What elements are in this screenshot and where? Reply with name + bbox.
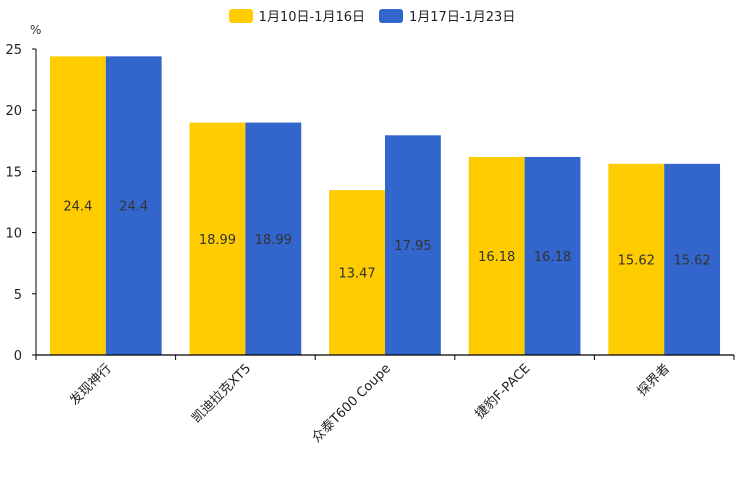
legend-item-series-1[interactable]: 1月10日-1月16日 [228,6,365,25]
bar [608,163,665,355]
legend-label-series-1: 1月10日-1月16日 [258,10,365,25]
x-tick-label: 凯迪拉克XT5 [189,361,254,426]
y-tick-label: 20 [5,104,22,119]
data-label: 18.99 [255,233,292,248]
bar [664,163,721,355]
data-label: 15.62 [674,253,711,268]
y-tick-label: 0 [14,349,22,364]
y-axis-unit-label: % [30,23,41,37]
data-label: 16.18 [478,250,515,265]
data-label: 16.18 [534,250,571,265]
y-tick-label: 10 [5,227,22,242]
y-tick-label: 25 [5,43,22,58]
legend-swatch-series-2 [379,8,403,23]
legend-swatch-series-1 [228,8,253,23]
legend-item-series-2[interactable]: 1月17日-1月23日 [379,6,515,25]
x-tick-label: 众泰T600 Coupe [309,361,393,445]
data-label: 24.4 [63,200,92,215]
x-tick-label: 捷豹F-PACE [473,361,534,422]
data-label: 18.99 [199,233,236,248]
bar [49,56,106,356]
legend-label-series-2: 1月17日-1月23日 [409,10,516,25]
x-tick-label: 发现神行 [67,361,115,409]
y-tick-label: 5 [14,288,22,303]
y-tick-label: 15 [5,165,22,180]
bar [245,122,302,355]
data-label: 17.95 [394,239,431,254]
legend: 1月10日-1月16日 1月17日-1月23日 [0,6,744,25]
data-label: 13.47 [338,267,375,282]
bar [468,156,525,355]
bar [524,156,581,355]
data-label: 15.62 [618,253,655,268]
x-tick-label: 探界者 [635,361,673,399]
bar [385,135,441,355]
bar [329,190,385,355]
bar [189,122,246,355]
data-label: 24.4 [119,200,148,215]
bar [105,56,162,356]
